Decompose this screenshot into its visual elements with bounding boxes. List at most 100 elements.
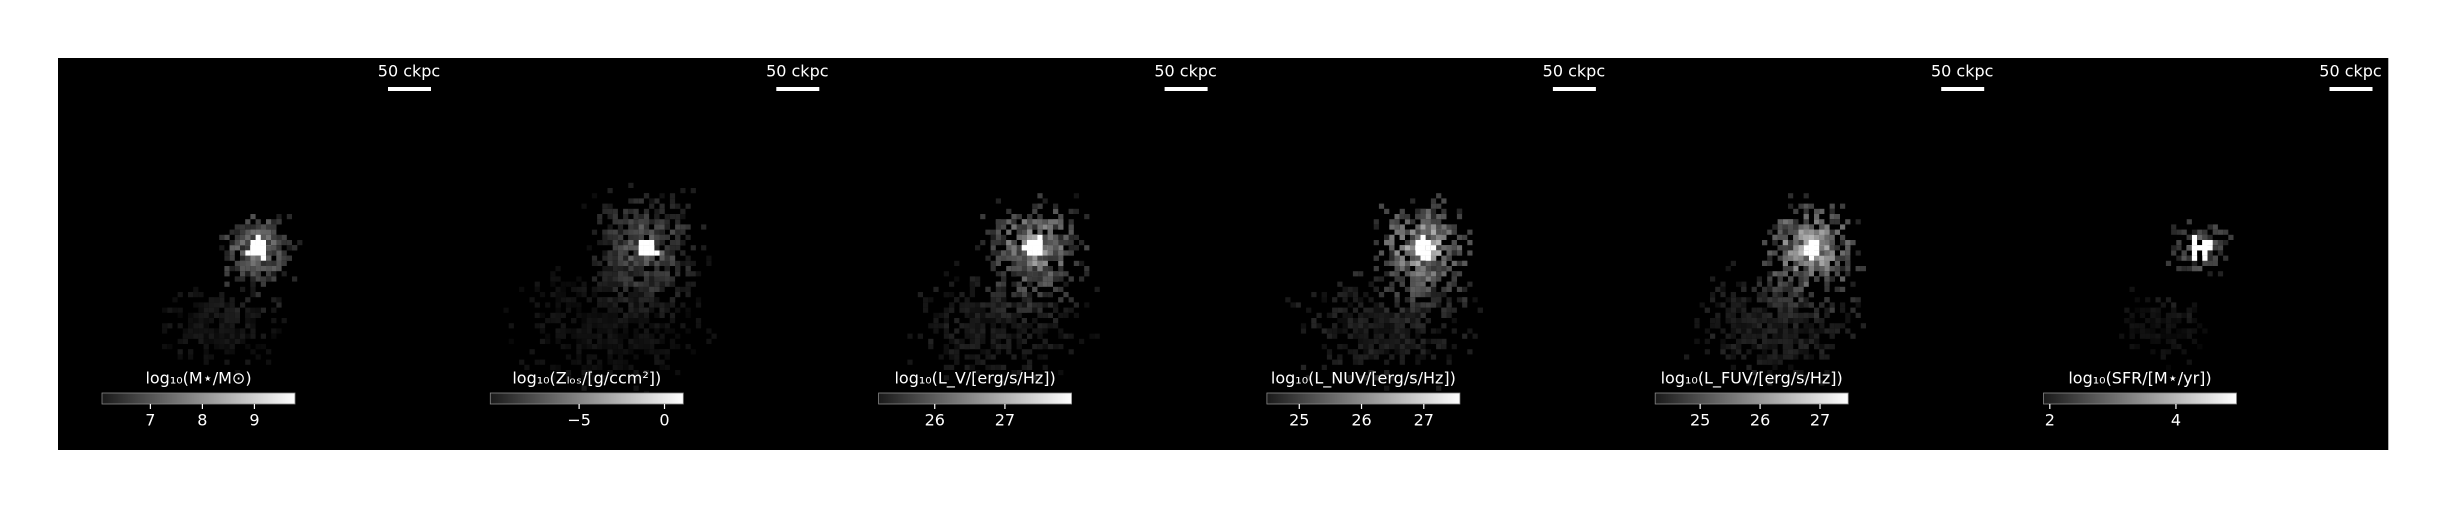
pixel bbox=[1730, 260, 1736, 266]
pixel bbox=[1368, 297, 1374, 303]
pixel bbox=[271, 219, 277, 225]
pixel bbox=[1814, 338, 1820, 344]
pixel bbox=[949, 302, 955, 308]
pixel bbox=[2197, 234, 2203, 240]
pixel bbox=[1798, 328, 1804, 334]
pixel bbox=[1425, 234, 1431, 240]
pixel bbox=[193, 328, 199, 334]
pixel bbox=[1451, 281, 1457, 287]
pixel bbox=[943, 328, 949, 334]
pixel bbox=[2165, 333, 2172, 339]
pixel bbox=[581, 338, 587, 344]
pixel bbox=[1047, 281, 1053, 287]
pixel bbox=[2150, 318, 2156, 324]
pixel bbox=[1425, 292, 1431, 298]
pixel bbox=[607, 234, 613, 240]
pixel bbox=[643, 286, 650, 292]
pixel bbox=[995, 240, 1001, 246]
pixel bbox=[1027, 266, 1033, 272]
pixel bbox=[172, 307, 178, 313]
colorbar bbox=[101, 392, 296, 405]
pixel bbox=[1399, 354, 1405, 360]
pixel bbox=[1441, 245, 1447, 251]
pixel bbox=[638, 333, 644, 339]
pixel bbox=[1762, 354, 1768, 360]
pixel bbox=[1803, 234, 1809, 240]
pixel bbox=[1352, 349, 1359, 355]
pixel bbox=[1824, 276, 1830, 282]
pixel bbox=[2207, 240, 2213, 246]
pixel bbox=[1814, 219, 1820, 225]
pixel bbox=[995, 250, 1001, 256]
pixel bbox=[1011, 312, 1017, 318]
pixel bbox=[591, 255, 598, 261]
pixel bbox=[534, 302, 540, 308]
pixel bbox=[276, 234, 282, 240]
pixel bbox=[519, 286, 525, 292]
pixel bbox=[980, 323, 986, 329]
pixel bbox=[167, 344, 173, 350]
pixel bbox=[685, 271, 691, 277]
pixel bbox=[555, 307, 561, 313]
pixel bbox=[2165, 338, 2172, 344]
pixel bbox=[1001, 255, 1007, 261]
pixel bbox=[1021, 323, 1027, 329]
pixel bbox=[1725, 333, 1731, 339]
pixel bbox=[1777, 312, 1783, 318]
pixel bbox=[1311, 292, 1317, 298]
pixel bbox=[1441, 266, 1447, 272]
pixel bbox=[1410, 281, 1416, 287]
pixel bbox=[545, 318, 551, 324]
pixel bbox=[286, 255, 292, 261]
pixel bbox=[1032, 203, 1038, 209]
scale-label: 50 ckpc bbox=[766, 62, 828, 81]
pixel bbox=[1047, 271, 1053, 277]
pixel bbox=[1808, 354, 1814, 360]
pixel bbox=[607, 266, 613, 272]
pixel bbox=[1068, 250, 1074, 256]
pixel bbox=[1404, 271, 1411, 277]
pixel bbox=[581, 375, 587, 381]
pixel bbox=[260, 255, 266, 261]
pixel bbox=[949, 338, 955, 344]
pixel bbox=[607, 271, 613, 277]
pixel bbox=[649, 271, 655, 277]
pixel bbox=[643, 271, 650, 277]
pixel bbox=[1746, 328, 1752, 334]
pixel bbox=[633, 255, 639, 261]
pixel bbox=[706, 328, 712, 334]
pixel bbox=[1001, 318, 1007, 324]
pixel bbox=[1021, 234, 1027, 240]
pixel bbox=[628, 297, 634, 303]
pixel bbox=[162, 344, 168, 350]
pixel bbox=[990, 302, 996, 308]
pixel bbox=[1777, 292, 1783, 298]
pixel bbox=[633, 234, 639, 240]
pixel bbox=[607, 286, 613, 292]
pixel bbox=[649, 250, 655, 256]
pixel bbox=[1751, 312, 1757, 318]
pixel bbox=[1042, 255, 1048, 261]
pixel bbox=[943, 312, 949, 318]
pixel bbox=[1782, 323, 1788, 329]
pixel bbox=[1047, 266, 1053, 272]
pixel bbox=[1845, 255, 1851, 261]
pixel bbox=[203, 354, 209, 360]
pixel bbox=[1420, 338, 1426, 344]
pixel bbox=[1741, 312, 1747, 318]
pixel bbox=[250, 255, 256, 261]
pixel bbox=[245, 312, 251, 318]
pixel bbox=[623, 208, 629, 214]
pixel bbox=[1782, 286, 1788, 292]
pixel bbox=[664, 323, 670, 329]
pixel bbox=[260, 229, 266, 235]
pixel bbox=[995, 302, 1001, 308]
pixel bbox=[1337, 354, 1343, 360]
pixel bbox=[1420, 224, 1426, 230]
pixel bbox=[565, 281, 572, 287]
pixel bbox=[1772, 302, 1778, 308]
pixel bbox=[245, 333, 251, 339]
pixel bbox=[1415, 234, 1421, 240]
pixel bbox=[938, 354, 944, 360]
